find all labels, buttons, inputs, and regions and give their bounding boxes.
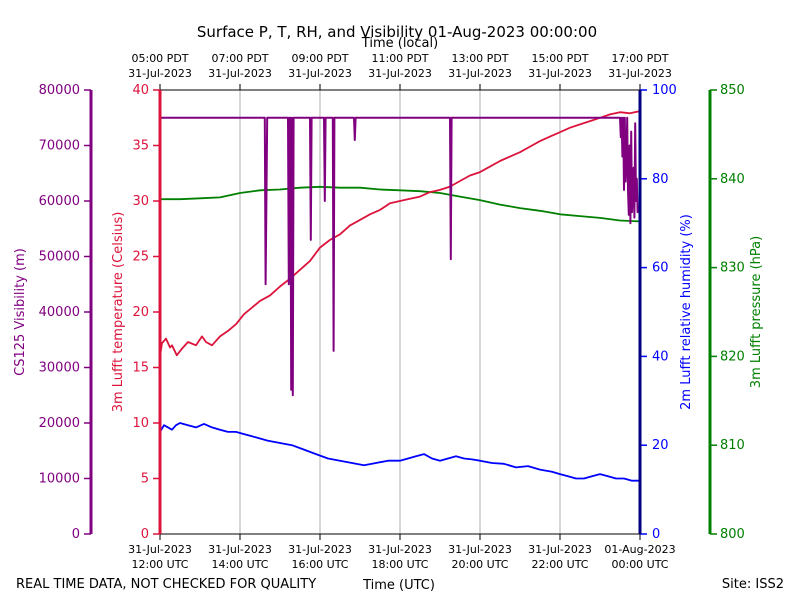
top-axis-tick-label: 05:00 PDT 31-Jul-2023 bbox=[128, 52, 192, 80]
top-axis-tick-label: 15:00 PDT 31-Jul-2023 bbox=[528, 52, 592, 80]
x-axis-tick-label-time: 12:00 UTC bbox=[131, 558, 188, 571]
x-axis-label: Time (UTC) bbox=[362, 578, 435, 593]
temperature-series-line bbox=[159, 110, 641, 358]
temperature-axis-tick-label: 35 bbox=[132, 139, 149, 154]
temperature-axis-tick-label: 20 bbox=[132, 305, 149, 320]
x-axis-tick-label-date: 31-Jul-2023 bbox=[208, 543, 272, 556]
humidity-axis-tick-label: 80 bbox=[652, 172, 669, 187]
visibility-axis-tick-label: 30000 bbox=[39, 361, 80, 376]
top-axis-tick-label: 09:00 PDT 31-Jul-2023 bbox=[288, 52, 352, 80]
x-axis-tick-label-time: 20:00 UTC bbox=[451, 558, 508, 571]
humidity-series-line bbox=[159, 422, 641, 482]
top-axis-tick-label-time: 17:00 PDT bbox=[611, 52, 668, 65]
x-axis-tick-label: 31-Jul-2023 16:00 UTC bbox=[288, 543, 352, 571]
series-layer bbox=[159, 110, 641, 482]
pressure-axis-tick-label: 850 bbox=[720, 83, 745, 98]
top-axis-tick-label-date: 31-Jul-2023 bbox=[368, 67, 432, 80]
top-axis-tick-label-date: 31-Jul-2023 bbox=[288, 67, 352, 80]
humidity-axis-tick-label: 0 bbox=[652, 527, 660, 542]
pressure-axis-tick-label: 820 bbox=[720, 349, 745, 364]
top-axis-label: Time (local) bbox=[361, 36, 438, 51]
x-axis-tick-label-time: 00:00 UTC bbox=[611, 558, 668, 571]
top-axis-tick-label: 13:00 PDT 31-Jul-2023 bbox=[448, 52, 512, 80]
x-axis-tick-label-time: 18:00 UTC bbox=[371, 558, 428, 571]
x-axis-tick-label: 31-Jul-2023 14:00 UTC bbox=[208, 543, 272, 571]
temperature-axis-tick-label: 25 bbox=[132, 250, 149, 265]
top-axis-tick-label-date: 31-Jul-2023 bbox=[528, 67, 592, 80]
x-axis-tick-label: 01-Aug-2023 00:00 UTC bbox=[604, 543, 675, 571]
top-axis-tick-label-date: 31-Jul-2023 bbox=[128, 67, 192, 80]
top-axis-tick-label-date: 31-Jul-2023 bbox=[608, 67, 672, 80]
humidity-axis-tick-label: 20 bbox=[652, 438, 669, 453]
temperature-axis-tick-label: 10 bbox=[132, 416, 149, 431]
visibility-axis-label: CS125 Visibility (m) bbox=[13, 248, 28, 376]
x-axis-tick-label-date: 31-Jul-2023 bbox=[528, 543, 592, 556]
x-axis-tick-label-date: 31-Jul-2023 bbox=[128, 543, 192, 556]
visibility-axis-tick-label: 0 bbox=[72, 527, 80, 542]
x-axis-tick-label-date: 31-Jul-2023 bbox=[288, 543, 352, 556]
top-axis-tick-label: 17:00 PDT 31-Jul-2023 bbox=[608, 52, 672, 80]
humidity-axis-tick-label: 60 bbox=[652, 261, 669, 276]
temperature-axis-tick-label: 5 bbox=[141, 472, 149, 487]
temperature-axis-tick-label: 15 bbox=[132, 361, 149, 376]
visibility-axis-tick-label: 20000 bbox=[39, 416, 80, 431]
top-axis-tick-label-time: 09:00 PDT bbox=[291, 52, 348, 65]
chart-title: Surface P, T, RH, and Visibility 01-Aug-… bbox=[197, 23, 597, 41]
x-axis-tick-label: 31-Jul-2023 18:00 UTC bbox=[368, 543, 432, 571]
visibility-axis-tick-label: 50000 bbox=[39, 250, 80, 265]
top-axis-tick-label-date: 31-Jul-2023 bbox=[448, 67, 512, 80]
visibility-axis-tick-label: 70000 bbox=[39, 139, 80, 154]
top-axis-tick-label-time: 11:00 PDT bbox=[371, 52, 428, 65]
temperature-axis-tick-label: 0 bbox=[141, 527, 149, 542]
pressure-axis-label: 3m Lufft pressure (hPa) bbox=[749, 236, 764, 388]
pressure-axis-tick-label: 810 bbox=[720, 438, 745, 453]
x-axis-tick-label-time: 22:00 UTC bbox=[531, 558, 588, 571]
top-axis-tick-label-time: 05:00 PDT bbox=[131, 52, 188, 65]
visibility-axis-tick-label: 60000 bbox=[39, 194, 80, 209]
temperature-axis-tick-label: 40 bbox=[132, 83, 149, 98]
visibility-axis-tick-label: 80000 bbox=[39, 83, 80, 98]
humidity-axis-tick-label: 100 bbox=[652, 83, 677, 98]
top-axis-tick-label: 11:00 PDT 31-Jul-2023 bbox=[368, 52, 432, 80]
frame-layer bbox=[158, 89, 642, 535]
top-axis-tick-label-time: 07:00 PDT bbox=[211, 52, 268, 65]
pressure-axis-tick-label: 830 bbox=[720, 261, 745, 276]
pressure-series-line bbox=[159, 185, 641, 223]
top-axis-tick-label-date: 31-Jul-2023 bbox=[208, 67, 272, 80]
visibility-series-line bbox=[159, 116, 640, 397]
quality-note: REAL TIME DATA, NOT CHECKED FOR QUALITY bbox=[16, 577, 316, 592]
x-axis-tick-label-date: 01-Aug-2023 bbox=[604, 543, 675, 556]
axes-layer: 31-Jul-2023 12:00 UTC 31-Jul-2023 14:00 UTC… bbox=[13, 52, 764, 571]
top-axis-tick-label-time: 15:00 PDT bbox=[531, 52, 588, 65]
x-axis-tick-label-date: 31-Jul-2023 bbox=[448, 543, 512, 556]
x-axis-tick-label: 31-Jul-2023 22:00 UTC bbox=[528, 543, 592, 571]
temperature-axis-tick-label: 30 bbox=[132, 194, 149, 209]
x-axis-tick-label-date: 31-Jul-2023 bbox=[368, 543, 432, 556]
x-axis-tick-label-time: 14:00 UTC bbox=[211, 558, 268, 571]
humidity-axis-tick-label: 40 bbox=[652, 349, 669, 364]
visibility-axis-tick-label: 10000 bbox=[39, 472, 80, 487]
pressure-axis-tick-label: 840 bbox=[720, 172, 745, 187]
x-axis-tick-label: 31-Jul-2023 20:00 UTC bbox=[448, 543, 512, 571]
humidity-axis-label: 2m Lufft relative humidity (%) bbox=[679, 214, 694, 410]
top-axis-tick-label-time: 13:00 PDT bbox=[451, 52, 508, 65]
pressure-axis-tick-label: 800 bbox=[720, 527, 745, 542]
temperature-axis-label: 3m Lufft temperature (Celsius) bbox=[111, 212, 126, 413]
x-axis-tick-label-time: 16:00 UTC bbox=[291, 558, 348, 571]
visibility-axis-tick-label: 40000 bbox=[39, 305, 80, 320]
x-axis-tick-label: 31-Jul-2023 12:00 UTC bbox=[128, 543, 192, 571]
site-label: Site: ISS2 bbox=[722, 577, 784, 592]
top-axis-tick-label: 07:00 PDT 31-Jul-2023 bbox=[208, 52, 272, 80]
